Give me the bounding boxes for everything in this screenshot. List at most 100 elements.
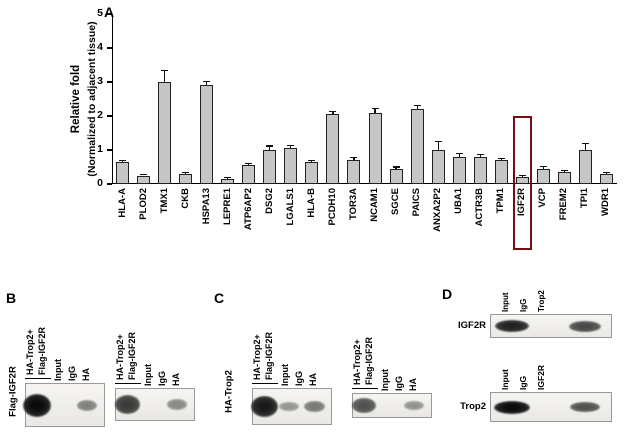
y-axis-tick [107,13,112,15]
error-bar [121,160,124,162]
error-bar-cap [266,145,274,147]
y-axis-tick [107,115,112,117]
chart-axis [112,14,617,184]
blot-band [303,400,325,413]
error-bar [605,172,608,174]
blot-band [76,399,98,411]
error-bar-cap [476,153,484,155]
blot-band [250,395,278,418]
blot-band [569,320,601,332]
group-label: Flag-IGF2R [263,331,274,380]
bar [200,85,214,184]
bar [557,172,571,184]
y-axis-tick-label: 5 [97,7,103,19]
lane-label: Input [500,292,510,312]
x-axis-label: HSPA13 [200,188,212,225]
bar [137,175,151,184]
lane-label: IgG [393,376,404,391]
bar [431,150,445,184]
error-bar [248,163,250,166]
bar [179,173,193,184]
lane-label: Input [279,364,290,386]
lane-label: HA [407,378,418,391]
bar [158,82,172,184]
bar [305,161,319,184]
error-bar [416,105,418,110]
x-axis-label: PAICS [411,188,423,217]
lane-label: Trop2 [536,290,546,312]
group-underline [25,378,51,379]
error-bar-cap [413,104,421,106]
blot-band [569,401,601,413]
error-bar [479,154,481,157]
y-axis-tick-label: 1 [97,143,103,155]
blot-band [404,400,424,411]
panel-c-label: C [214,290,225,306]
x-axis-label: VCP [537,188,549,208]
bar [221,178,235,184]
x-axis-label: WDR1 [600,188,612,216]
y-axis-tick [107,47,112,49]
panel-d-blot2-row-label: Trop2 [460,401,486,412]
bar [578,150,592,184]
y-axis-tick [107,81,112,83]
x-axis-label: ANXA2P2 [432,188,444,232]
y-axis-tick-label: 4 [97,41,103,53]
x-axis-label: TPI1 [579,188,591,209]
error-bar-cap [140,173,148,175]
lane-label: Input [52,359,63,381]
x-axis-label: PLOD2 [137,188,149,220]
error-bar [500,158,502,161]
panel-b-label: B [6,290,17,306]
error-bar-cap [434,140,442,143]
x-axis-label: ATP6AP2 [242,188,254,231]
error-bar [395,167,397,169]
group-underline [115,383,141,384]
error-bar [142,174,145,176]
error-bar [185,172,187,174]
x-axis-label: TPM1 [495,188,507,214]
error-bar-cap [392,166,400,168]
group-label: Flag-IGF2R [126,331,137,380]
x-axis-label: UBA1 [453,188,465,214]
x-axis-label: CKB [179,188,191,209]
blot-band [23,393,51,417]
x-axis-label: LEPRE1 [221,188,233,225]
y-axis-tick-label: 3 [97,75,103,87]
bar [599,173,613,184]
bar [326,114,340,184]
error-bar [164,70,166,82]
group-label: Flag-IGF2R [363,336,374,385]
lane-label: Input [499,369,510,390]
group-label: Flag-IGF2R [36,326,47,375]
x-axis-label: FREM2 [558,188,570,221]
error-bar-cap [308,159,316,161]
bar [473,156,487,184]
lane-label: HA [307,373,318,386]
blot-band [352,397,376,414]
error-bar [269,145,271,150]
error-bar [458,153,460,157]
error-bar [521,175,523,178]
bar [452,156,466,184]
error-bar-cap [350,157,358,159]
group-label: HA-Trop2+ [251,334,262,380]
error-bar-cap [119,159,127,161]
panel-d-blot1-row-label: IGF2R [458,320,486,331]
error-bar-cap [203,80,211,82]
group-label: HA-Trop2+ [24,329,35,375]
bar [515,177,529,184]
x-axis-label: TMX1 [158,188,170,214]
lane-label: IgG [66,366,77,381]
x-axis-label: TOR3A [347,188,359,221]
group-underline [352,388,378,389]
panel-d-label: D [442,286,453,302]
y-axis-tick [107,149,112,151]
error-bar-cap [287,144,295,147]
error-bar [353,157,355,161]
error-bar-cap [245,163,253,165]
error-bar-cap [161,69,169,71]
error-bar [332,111,334,115]
error-bar [437,141,439,150]
